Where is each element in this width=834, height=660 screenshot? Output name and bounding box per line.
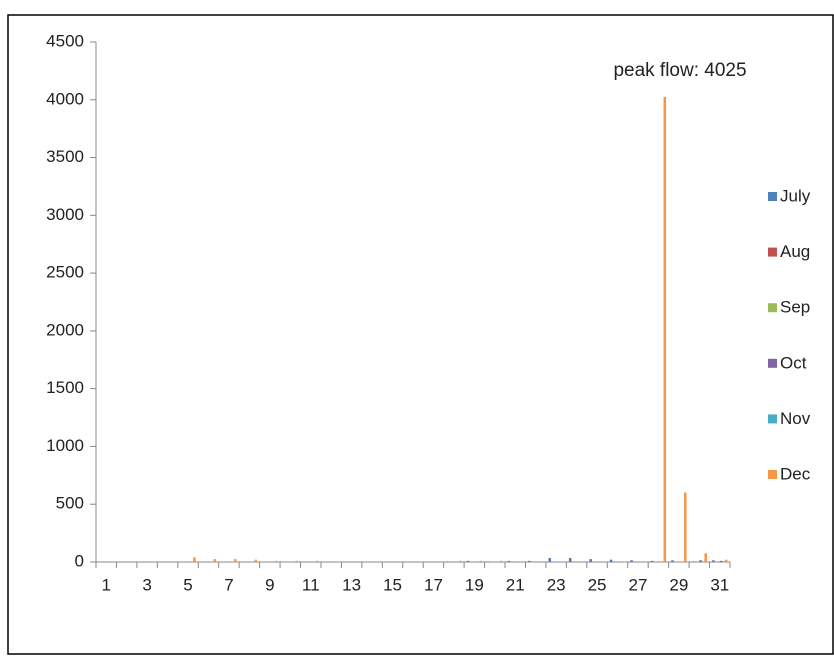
bar	[671, 560, 674, 562]
bar	[499, 560, 503, 562]
bar	[274, 560, 278, 562]
x-tick-label: 15	[383, 575, 402, 594]
bar	[315, 560, 319, 562]
bar	[724, 559, 728, 562]
bar	[507, 560, 511, 562]
bar	[630, 560, 633, 562]
bar	[295, 560, 298, 562]
legend-label: Dec	[780, 464, 811, 483]
chart-frame	[7, 14, 834, 655]
bar	[609, 559, 613, 562]
x-tick-label: 9	[265, 575, 274, 594]
legend-marker	[768, 247, 777, 257]
legend-marker	[768, 358, 777, 368]
x-tick-label: 5	[183, 575, 192, 594]
bar	[446, 561, 449, 562]
x-tick-label: 11	[302, 575, 320, 594]
legend-marker	[768, 192, 777, 201]
bar	[699, 560, 702, 562]
bar	[663, 96, 667, 562]
bar	[459, 560, 462, 562]
x-tick-label: 21	[506, 575, 525, 594]
x-tick-label: 29	[669, 575, 688, 594]
bar	[528, 560, 531, 562]
bar	[568, 557, 572, 562]
y-tick-label: 4000	[46, 89, 84, 108]
bar	[213, 559, 217, 562]
x-tick-label: 17	[424, 575, 443, 594]
x-tick-label: 19	[465, 575, 484, 594]
bar	[466, 560, 470, 562]
y-tick-label: 4500	[46, 31, 84, 50]
x-tick-label: 13	[342, 575, 361, 594]
bar	[479, 560, 483, 562]
y-tick-label: 500	[56, 494, 84, 513]
bar	[193, 557, 196, 562]
x-tick-label: 1	[101, 575, 110, 594]
bar	[704, 553, 707, 562]
y-tick-label: 0	[75, 551, 84, 570]
legend-label: July	[780, 186, 811, 205]
x-tick-label: 27	[629, 575, 648, 594]
bar	[691, 561, 695, 562]
y-tick-label: 2500	[46, 263, 84, 282]
x-tick-label: 7	[224, 575, 233, 594]
bar	[683, 492, 687, 562]
y-tick-label: 3500	[46, 147, 84, 166]
legend-label: Sep	[780, 298, 810, 317]
legend-marker	[768, 303, 777, 313]
legend-marker	[768, 470, 777, 479]
legend-label: Oct	[780, 353, 807, 372]
bar	[487, 561, 490, 562]
bar	[548, 557, 552, 562]
bar	[719, 560, 723, 562]
y-tick-label: 3000	[46, 205, 84, 224]
x-tick-label: 3	[142, 575, 151, 594]
bar	[234, 559, 237, 562]
bar	[589, 559, 592, 562]
legend-marker	[768, 414, 777, 424]
y-tick-label: 1000	[46, 436, 84, 455]
annotation: peak flow: 4025	[613, 60, 746, 81]
x-tick-label: 25	[588, 575, 607, 594]
x-tick-label: 31	[710, 575, 729, 594]
bar	[712, 560, 715, 562]
y-tick-label: 2000	[46, 320, 84, 339]
legend-label: Nov	[780, 409, 811, 428]
bar	[254, 559, 258, 562]
bar	[650, 560, 654, 562]
x-tick-label: 23	[547, 575, 566, 594]
y-tick-label: 1500	[46, 378, 84, 397]
legend-label: Aug	[780, 242, 810, 261]
